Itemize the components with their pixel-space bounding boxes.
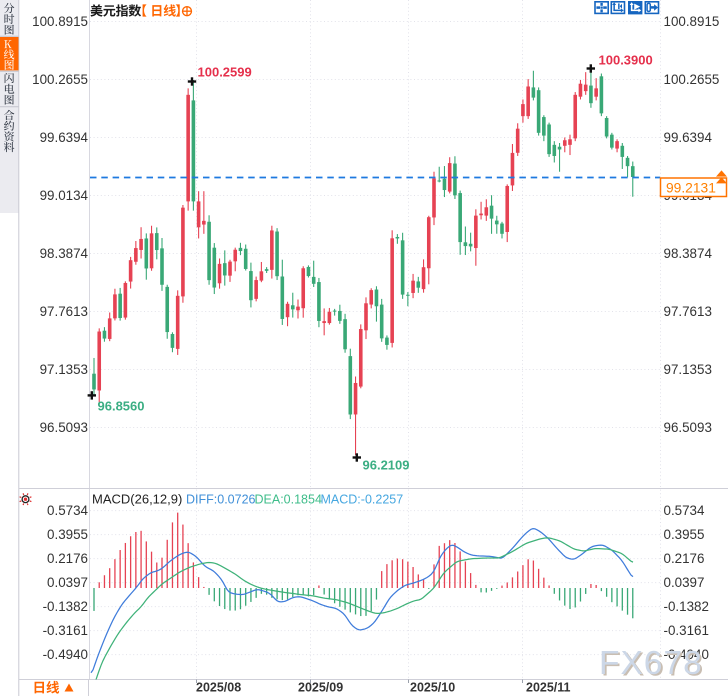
svg-text:-0.1382: -0.1382	[43, 599, 88, 614]
svg-text:97.7613: 97.7613	[40, 304, 88, 319]
svg-text:DEA:0.1854: DEA:0.1854	[255, 493, 322, 507]
svg-text:-0.1382: -0.1382	[664, 599, 709, 614]
svg-text:2025/11: 2025/11	[526, 681, 571, 695]
svg-text:FX678: FX678	[601, 647, 705, 684]
svg-text:99.2131: 99.2131	[666, 181, 716, 196]
svg-text:99.6394: 99.6394	[40, 130, 89, 145]
svg-text:97.7613: 97.7613	[664, 304, 712, 319]
svg-text:97.1353: 97.1353	[664, 362, 712, 377]
svg-text:FX678: FX678	[599, 645, 703, 682]
svg-text:100.2599: 100.2599	[198, 65, 252, 80]
svg-text:DIFF:0.0726: DIFF:0.0726	[186, 493, 256, 507]
svg-text:99.6394: 99.6394	[664, 130, 713, 145]
svg-text:-0.4940: -0.4940	[664, 647, 709, 662]
svg-text:100.2655: 100.2655	[664, 72, 720, 87]
svg-text:2025/08: 2025/08	[196, 681, 241, 695]
svg-text:0.3955: 0.3955	[47, 527, 88, 542]
svg-text:96.2109: 96.2109	[363, 458, 410, 473]
svg-text:0.3955: 0.3955	[664, 527, 705, 542]
svg-text:0.0397: 0.0397	[47, 575, 88, 590]
svg-text:0.2176: 0.2176	[47, 551, 88, 566]
svg-text:98.3874: 98.3874	[40, 246, 89, 261]
svg-text:2025/09: 2025/09	[298, 681, 343, 695]
svg-text:0.5734: 0.5734	[47, 503, 89, 518]
svg-text:100.3900: 100.3900	[599, 53, 653, 68]
svg-text:100.2655: 100.2655	[32, 72, 88, 87]
svg-text:97.1353: 97.1353	[40, 362, 88, 377]
svg-text:MACD:-0.2257: MACD:-0.2257	[321, 493, 404, 507]
svg-text:0.5734: 0.5734	[664, 503, 706, 518]
svg-text:96.5093: 96.5093	[664, 420, 712, 435]
svg-text:-0.3161: -0.3161	[664, 623, 709, 638]
svg-text:MACD(26,12,9): MACD(26,12,9)	[92, 492, 182, 507]
svg-text:96.5093: 96.5093	[40, 420, 88, 435]
svg-text:0.2176: 0.2176	[664, 551, 705, 566]
svg-text:96.8560: 96.8560	[98, 399, 145, 414]
svg-text:0.0397: 0.0397	[664, 575, 705, 590]
svg-text:100.8915: 100.8915	[32, 14, 88, 29]
svg-text:-0.4940: -0.4940	[43, 647, 88, 662]
svg-text:99.0134: 99.0134	[40, 188, 89, 203]
svg-text:-0.3161: -0.3161	[43, 623, 88, 638]
svg-text:100.8915: 100.8915	[664, 14, 720, 29]
svg-text:2025/10: 2025/10	[410, 681, 455, 695]
svg-text:98.3874: 98.3874	[664, 246, 713, 261]
